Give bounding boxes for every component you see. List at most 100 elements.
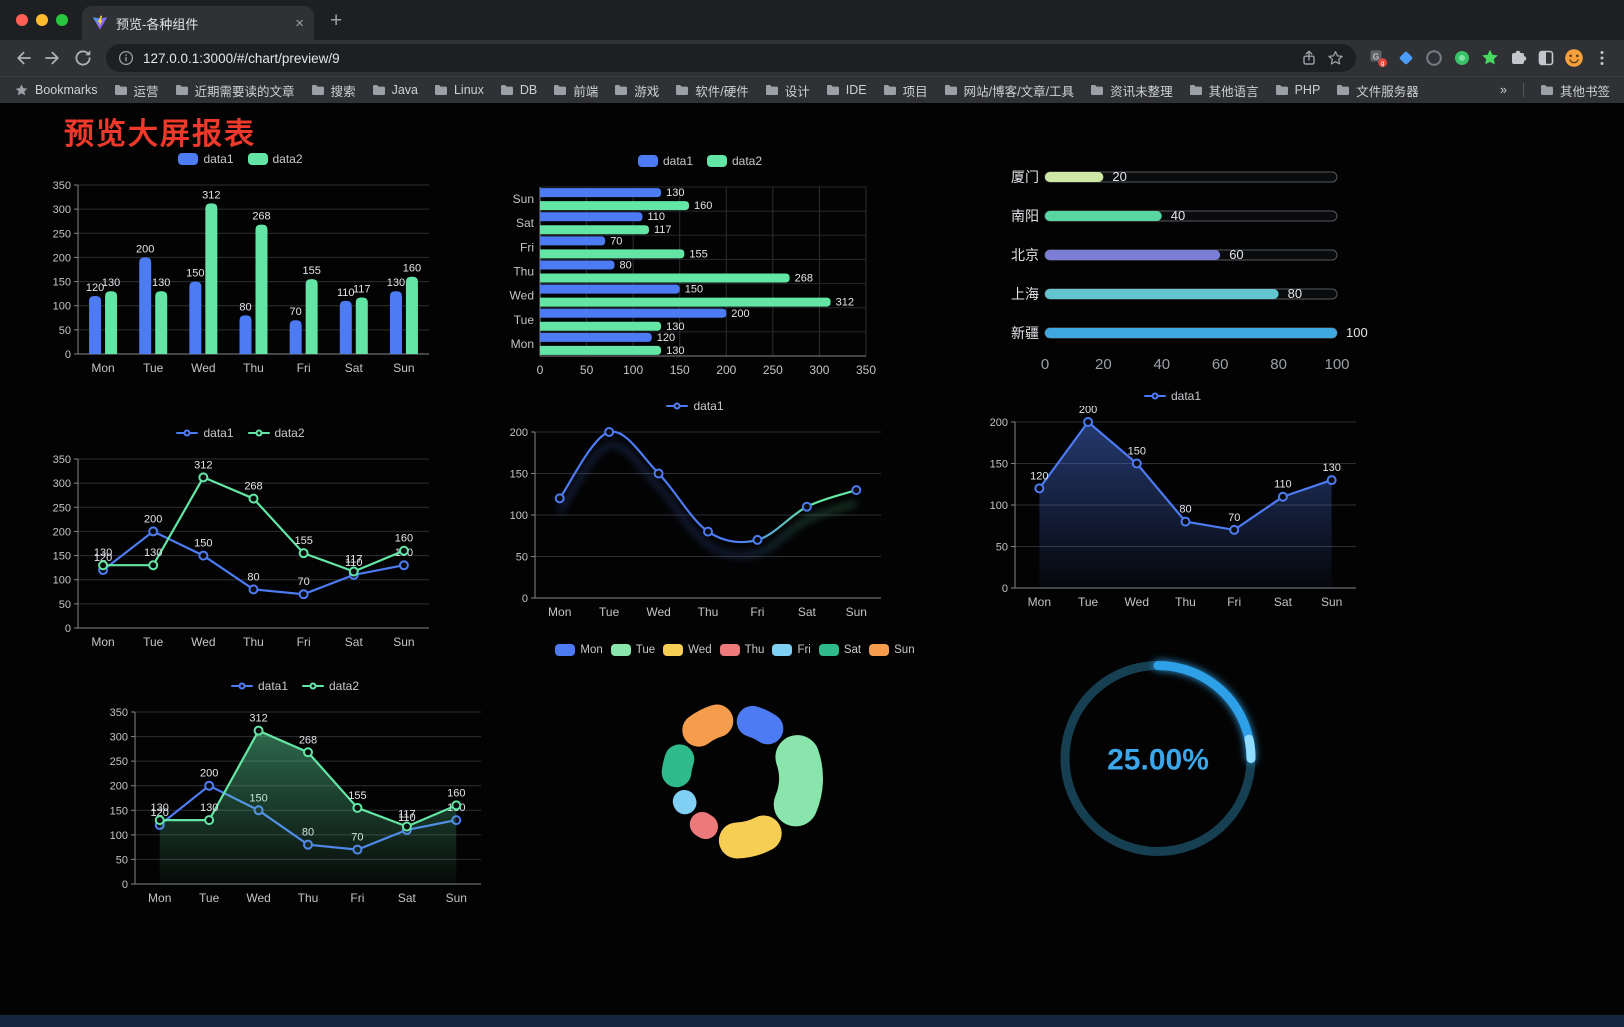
bookmark-folder-前端[interactable]: 前端: [553, 81, 598, 100]
svg-text:312: 312: [194, 459, 212, 471]
svg-text:Wed: Wed: [510, 289, 534, 303]
svg-text:Fri: Fri: [350, 891, 364, 905]
window-minimize-button[interactable]: [36, 14, 48, 26]
legend-item-Tue[interactable]: Tue: [610, 644, 655, 656]
legend-item-data1[interactable]: data1: [637, 154, 693, 168]
bookmark-folder-近期需要读的文章[interactable]: 近期需要读的文章: [175, 81, 295, 100]
svg-text:Fri: Fri: [297, 635, 311, 649]
svg-text:300: 300: [110, 732, 128, 744]
svg-text:350: 350: [110, 707, 128, 719]
legend-item-data1[interactable]: data1: [176, 426, 234, 440]
legend-item-data1[interactable]: data1: [230, 679, 288, 693]
window-close-button[interactable]: [16, 14, 28, 26]
svg-text:120: 120: [94, 552, 112, 564]
bookmark-folder-搜索[interactable]: 搜索: [311, 81, 356, 100]
bookmark-folder-IDE[interactable]: IDE: [826, 83, 867, 97]
extension-green-circle-icon[interactable]: [1448, 44, 1476, 72]
extension-blue-diamond-icon[interactable]: [1392, 44, 1420, 72]
bookmark-folder-文件服务器[interactable]: 文件服务器: [1336, 81, 1419, 100]
legend-item-data1[interactable]: data1: [178, 152, 234, 166]
bookmark-folder-游戏[interactable]: 游戏: [614, 81, 659, 100]
svg-text:40: 40: [1153, 356, 1170, 373]
site-info-icon[interactable]: [118, 50, 134, 66]
bookmark-folder-设计[interactable]: 设计: [765, 81, 810, 100]
svg-text:160: 160: [403, 263, 421, 275]
bookmark-folder-运营[interactable]: 运营: [114, 81, 159, 100]
extension-grid-badge-icon[interactable]: G g: [1364, 44, 1392, 72]
window-zoom-button[interactable]: [56, 14, 68, 26]
forward-arrow-icon: [45, 51, 59, 65]
legend-item-data2[interactable]: data2: [247, 426, 305, 440]
bookmarks-list: 运营 近期需要读的文章 搜索 Java Linux DB 前端 游戏 软件/硬件 设计 IDE 项目网…: [114, 81, 1485, 100]
legend-item-Wed[interactable]: Wed: [663, 644, 712, 656]
svg-text:350: 350: [53, 180, 71, 192]
extension-half-square-icon[interactable]: [1532, 44, 1560, 72]
extensions-puzzle-icon[interactable]: [1504, 44, 1532, 72]
menu-kebab-icon[interactable]: [1588, 44, 1616, 72]
bookmark-folder-Linux[interactable]: Linux: [434, 83, 484, 97]
bookmark-folder-项目[interactable]: 项目: [883, 81, 928, 100]
bookmark-folder-DB[interactable]: DB: [500, 83, 537, 97]
svg-text:160: 160: [447, 787, 465, 799]
tab-close-icon[interactable]: ×: [295, 14, 304, 32]
browser-tab[interactable]: 预览-各种组件 ×: [82, 6, 314, 40]
svg-text:Mon: Mon: [91, 635, 114, 649]
folder-icon: [500, 85, 513, 95]
folder-icon: [114, 85, 127, 95]
svg-text:Sat: Sat: [798, 605, 817, 619]
line-two-series-area-canvas: 0 50 100 150 200 250 300 350 Mon Tue Wed Thu Fri Sat S…: [110, 707, 481, 905]
svg-text:200: 200: [53, 252, 71, 264]
legend-item-Mon[interactable]: Mon: [555, 644, 603, 656]
legend-item-Thu[interactable]: Thu: [719, 644, 764, 656]
svg-text:117: 117: [654, 224, 672, 236]
legend-item-data1[interactable]: data1: [666, 399, 724, 413]
legend-item-data2[interactable]: data2: [707, 154, 762, 168]
back-button[interactable]: [8, 43, 38, 73]
legend-item-Sat[interactable]: Sat: [818, 644, 861, 656]
svg-text:130: 130: [1322, 462, 1340, 474]
new-tab-button[interactable]: +: [330, 8, 343, 32]
legend-item-Fri[interactable]: Fri: [772, 644, 811, 656]
svg-text:130: 130: [94, 547, 112, 559]
svg-text:G: G: [1373, 52, 1379, 61]
tab-title: 预览-各种组件: [116, 16, 199, 32]
profile-avatar[interactable]: [1560, 44, 1588, 72]
svg-text:80: 80: [1179, 504, 1191, 516]
svg-text:0: 0: [65, 623, 71, 635]
url-text[interactable]: 127.0.0.1:3000/#/chart/preview/9: [143, 50, 340, 66]
bookmark-folder-其他语言[interactable]: 其他语言: [1189, 81, 1259, 100]
legend-item-Sun[interactable]: Sun: [869, 644, 915, 656]
forward-button[interactable]: [38, 43, 68, 73]
svg-text:268: 268: [244, 481, 262, 493]
extension-green-star-icon[interactable]: [1476, 44, 1504, 72]
folder-icon: [883, 85, 896, 95]
folder-icon: [372, 85, 385, 95]
bookmarks-overflow-chevron[interactable]: »: [1500, 83, 1507, 97]
other-bookmarks-folder[interactable]: 其他书签: [1540, 81, 1610, 100]
bookmark-folder-资讯未整理[interactable]: 资讯未整理: [1090, 81, 1173, 100]
address-bar[interactable]: 127.0.0.1:3000/#/chart/preview/9: [106, 44, 1356, 72]
bookmarks-root-button[interactable]: Bookmarks: [14, 83, 98, 98]
gauge-progress-canvas: 25.00%: [1060, 661, 1256, 856]
bookmark-folder-软件/硬件[interactable]: 软件/硬件: [675, 81, 749, 100]
legend-item-data2[interactable]: data2: [302, 679, 359, 693]
share-icon[interactable]: [1300, 49, 1318, 67]
svg-text:Fri: Fri: [750, 605, 764, 619]
area-line-chart: data1 0 50 100 150 200 Mon Tue Wed Thu Fri Sat Sun 12…: [975, 386, 1370, 618]
bookmark-folder-PHP[interactable]: PHP: [1275, 83, 1320, 97]
svg-text:117: 117: [353, 284, 371, 296]
reload-button[interactable]: [68, 43, 98, 73]
svg-text:80: 80: [1288, 286, 1302, 301]
svg-text:100: 100: [1346, 325, 1368, 340]
svg-text:0: 0: [1041, 356, 1049, 373]
svg-text:312: 312: [249, 713, 267, 725]
extension-dark-circle-icon[interactable]: [1420, 44, 1448, 72]
bookmark-folder-网站/博客/文章/工具[interactable]: 网站/博客/文章/工具: [944, 81, 1074, 100]
bookmark-star-icon[interactable]: [1327, 50, 1344, 67]
grouped-bar-canvas: 050100150200250300350Mon120130Tue200130W…: [53, 180, 429, 375]
bookmark-folder-Java[interactable]: Java: [372, 83, 418, 97]
legend-item-data2[interactable]: data2: [247, 152, 303, 166]
chart-legend: data1 data2: [500, 151, 900, 171]
svg-text:Sat: Sat: [398, 891, 417, 905]
legend-item-data1[interactable]: data1: [1143, 389, 1201, 403]
